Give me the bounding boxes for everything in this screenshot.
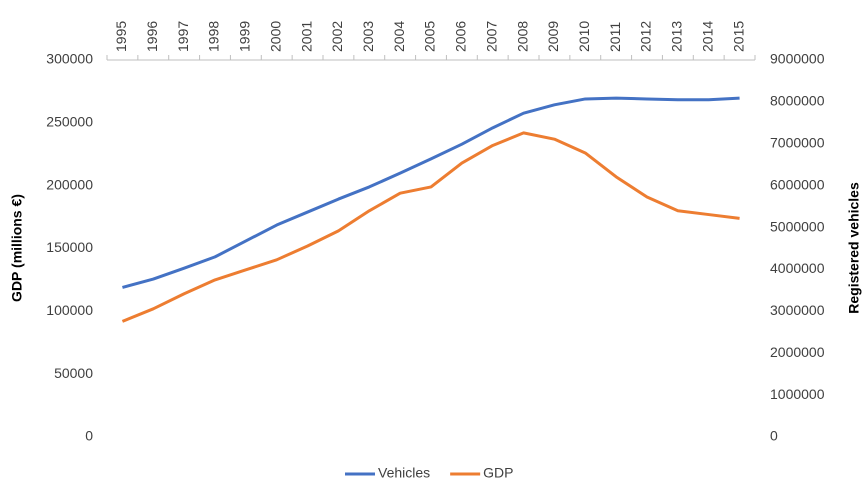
- x-tick-label: 2014: [699, 21, 715, 52]
- x-tick-label: 2004: [391, 21, 407, 52]
- series-line: [121, 131, 740, 323]
- y2-tick-label: 8000000: [770, 93, 825, 109]
- x-tick-label: 2005: [422, 21, 438, 52]
- y2-tick-label: 0: [770, 428, 778, 444]
- y-tick-label: 100000: [46, 302, 93, 318]
- x-tick-label: 2015: [730, 21, 746, 52]
- x-tick-label: 1999: [237, 21, 253, 52]
- x-tick-label: 1998: [206, 21, 222, 52]
- x-tick-label: 2009: [545, 21, 561, 52]
- x-tick-label: 2012: [638, 21, 654, 52]
- legend-label: GDP: [483, 465, 513, 481]
- x-tick-label: 2003: [360, 21, 376, 52]
- y-tick-label: 0: [85, 428, 93, 444]
- y2-tick-label: 6000000: [770, 176, 825, 192]
- x-tick-label: 2008: [514, 21, 530, 52]
- x-tick-label: 2002: [329, 21, 345, 52]
- y-axis-title: GDP (millions €): [9, 194, 25, 302]
- x-tick-label: 2001: [298, 21, 314, 52]
- y-tick-label: 150000: [46, 239, 93, 255]
- x-tick-label: 1997: [175, 21, 191, 52]
- y2-tick-label: 5000000: [770, 218, 825, 234]
- y2-tick-label: 2000000: [770, 344, 825, 360]
- y2-tick-label: 4000000: [770, 260, 825, 276]
- x-tick-label: 2006: [453, 21, 469, 52]
- series-line: [122, 96, 740, 289]
- y-tick-label: 50000: [54, 365, 93, 381]
- y-tick-label: 250000: [46, 114, 93, 130]
- x-tick-label: 2013: [669, 21, 685, 52]
- x-tick-label: 1996: [144, 21, 160, 52]
- y2-tick-label: 9000000: [770, 51, 825, 67]
- legend-label: Vehicles: [378, 465, 430, 481]
- x-tick-label: 2011: [607, 22, 623, 52]
- y2-axis-title: Registered vehicles: [846, 182, 862, 314]
- x-tick-label: 1995: [113, 21, 129, 52]
- y-tick-label: 200000: [46, 176, 93, 192]
- x-tick-label: 2007: [483, 21, 499, 52]
- x-tick-label: 2010: [576, 21, 592, 52]
- y2-tick-label: 3000000: [770, 302, 825, 318]
- y2-tick-label: 7000000: [770, 134, 825, 150]
- y2-tick-label: 1000000: [770, 386, 825, 402]
- x-tick-label: 2000: [267, 21, 283, 52]
- y-tick-label: 300000: [46, 51, 93, 67]
